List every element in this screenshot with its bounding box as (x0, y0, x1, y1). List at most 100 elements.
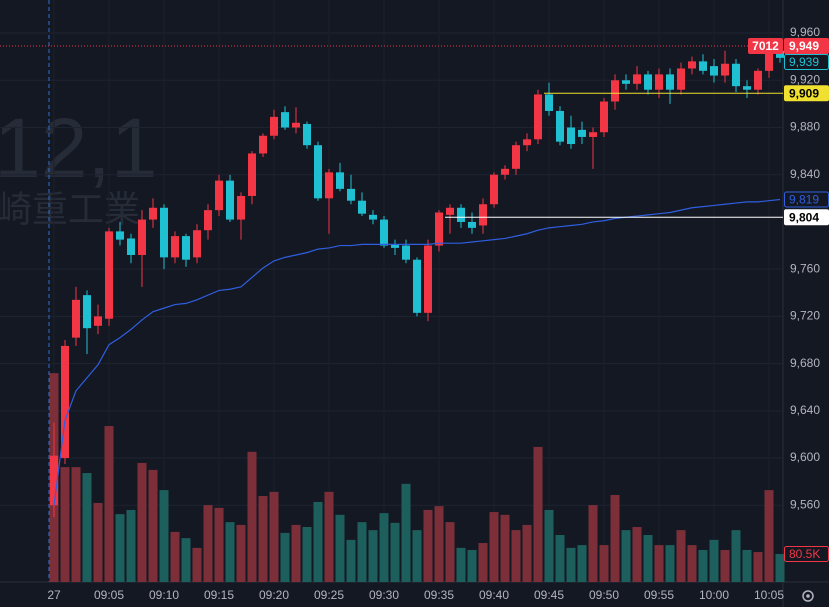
candle-body (281, 112, 289, 128)
volume-bar (225, 522, 235, 582)
y-tick-label: 9,680 (790, 356, 820, 370)
settings-icon[interactable] (802, 590, 814, 602)
x-tick-label: 10:05 (754, 588, 784, 602)
candle-body (666, 74, 674, 90)
volume-bar (181, 538, 191, 582)
volume-bar (709, 539, 719, 582)
candle-body (380, 219, 388, 246)
volume-bar (500, 514, 510, 582)
volume-bar (577, 545, 587, 582)
x-tick-label: 09:45 (534, 588, 564, 602)
candles (50, 42, 784, 518)
volume-bar (203, 505, 213, 582)
candle-body (182, 236, 190, 260)
volume-bar (467, 549, 477, 582)
y-tick-label: 9,960 (790, 25, 820, 39)
volume-bar (280, 532, 290, 582)
volume-bar (720, 549, 730, 582)
volume-bar (269, 491, 279, 582)
watermark: 12,1 崎重工業 (0, 101, 158, 229)
candle-body (468, 221, 476, 228)
price-tag: 9,909 (784, 85, 829, 102)
settings-button[interactable] (802, 590, 814, 602)
x-tick-label: 27 (47, 588, 61, 602)
candle-body (644, 74, 652, 90)
volume-bar (643, 535, 653, 582)
volume-bar (610, 494, 620, 582)
candle-body (127, 238, 135, 255)
candle-body (633, 74, 641, 84)
volume-bar (423, 509, 433, 582)
volume-bar (93, 502, 103, 582)
x-tick-label: 09:05 (94, 588, 124, 602)
candle-body (160, 207, 168, 258)
candle-body (611, 80, 619, 102)
volume-bar (456, 547, 466, 582)
candle-body (446, 207, 454, 215)
volume-bar (192, 547, 202, 582)
volume-tag-label: 80.5K (789, 547, 820, 561)
volume-bar (115, 514, 125, 582)
volume-bar (698, 549, 708, 582)
volume-bar (302, 527, 312, 582)
candle-body (523, 139, 531, 146)
settings-icon[interactable] (806, 594, 810, 598)
volume-bar (148, 469, 158, 582)
volume-bar (313, 501, 323, 582)
volume-bar (775, 553, 785, 582)
price-tag-box (784, 209, 829, 226)
y-tick-label: 9,880 (790, 120, 820, 134)
price-tag: 9,819 (784, 191, 829, 208)
candle-body (369, 214, 377, 220)
y-tick-label: 9,920 (790, 72, 820, 86)
candle-body (215, 180, 223, 211)
y-tick-label: 9,720 (790, 309, 820, 323)
candle-body (490, 174, 498, 205)
candle-body (424, 245, 432, 313)
volume-bar (137, 462, 147, 582)
price-tag-label: 9,804 (789, 210, 819, 224)
candle-body (105, 231, 113, 319)
volume-bar (489, 512, 499, 582)
volume-bar (764, 490, 774, 582)
volume-bar (170, 531, 180, 582)
volume-bar (357, 522, 367, 582)
candle-body (732, 63, 740, 87)
candle-body (578, 129, 586, 137)
candle-body (688, 61, 696, 69)
candle-body (50, 455, 58, 506)
candle-body (314, 145, 322, 199)
volume-bar (665, 545, 675, 582)
candle-body (248, 153, 256, 196)
volume-bar (632, 527, 642, 582)
price-tag: 9,949 7012 (748, 38, 829, 55)
candle-body (270, 116, 278, 136)
volume-bar (368, 530, 378, 582)
candle-body (699, 61, 707, 71)
candle-body (743, 86, 751, 90)
volume-bar (522, 524, 532, 582)
watermark-text: 12,1 (0, 101, 158, 195)
candle-body (149, 207, 157, 220)
overlays: 9,960 9,920 9,880 9,840 9,760 9,720 9,680 9,640… (0, 25, 829, 602)
candle-body (435, 212, 443, 246)
price-tag-box (784, 38, 829, 55)
price-tag-label: 9,949 (789, 39, 819, 53)
price-tag: 9,804 (784, 209, 829, 226)
volume-bar (412, 530, 422, 582)
y-tick-label: 9,640 (790, 403, 820, 417)
candle-body (457, 207, 465, 222)
y-tick-label: 9,600 (790, 450, 820, 464)
volume-bar (588, 505, 598, 582)
x-tick-label: 09:15 (204, 588, 234, 602)
candle-body (259, 135, 267, 154)
volume-bar (247, 451, 257, 582)
moving-average (53, 198, 781, 506)
price-tag-label: 9,819 (789, 193, 819, 207)
candle-body (413, 259, 421, 313)
candle-body (303, 123, 311, 146)
volume-bar (742, 549, 752, 582)
candle-body (776, 50, 784, 58)
candle-body (545, 94, 553, 111)
